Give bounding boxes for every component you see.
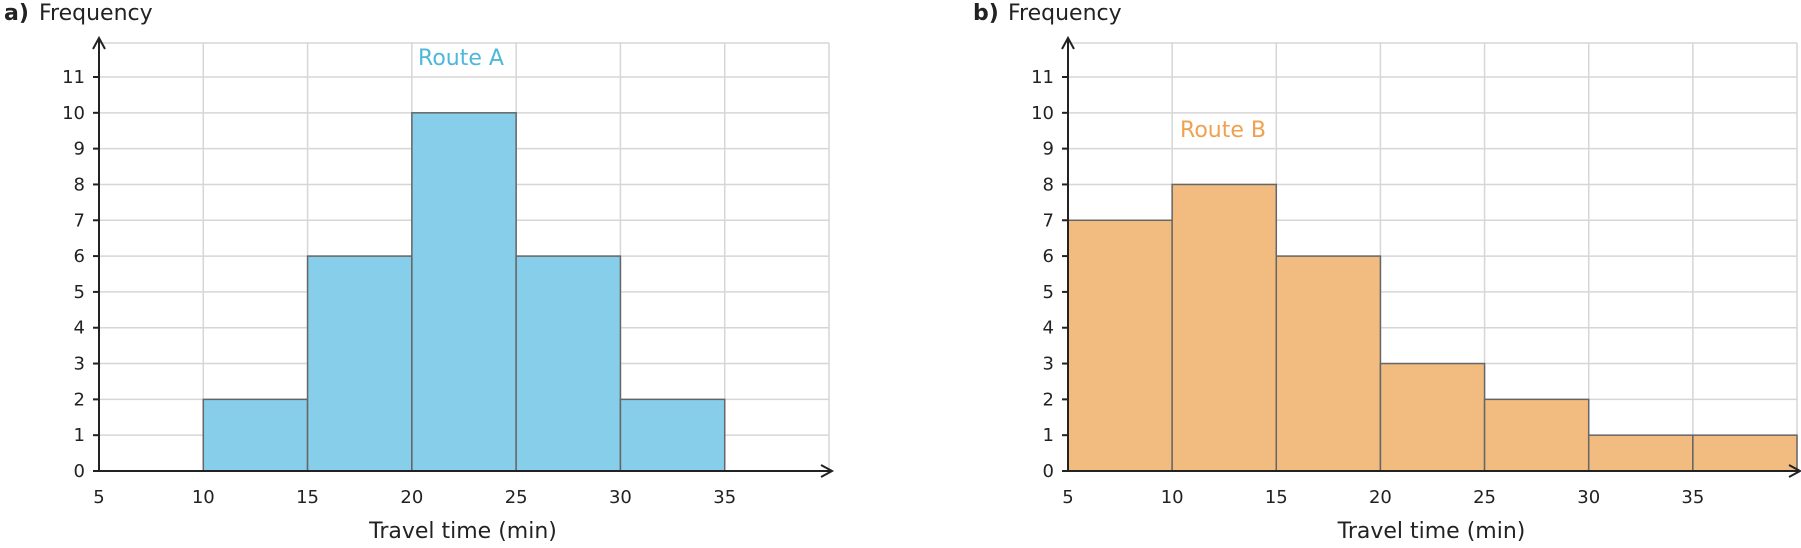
histogram-bar <box>306 255 413 472</box>
histogram-bar <box>1275 255 1382 472</box>
y-tick-label: 7 <box>1043 210 1054 231</box>
x-tick-label: 25 <box>1473 487 1496 508</box>
y-tick-label: 2 <box>74 389 85 410</box>
histogram-bar <box>1171 183 1278 472</box>
y-tick-label: 8 <box>74 174 85 195</box>
y-tick-label: 1 <box>74 425 85 446</box>
panel-label: a) <box>4 1 29 26</box>
y-tick-label: 6 <box>74 246 85 267</box>
y-tick-label: 11 <box>62 67 85 88</box>
y-tick-label: 8 <box>1043 174 1054 195</box>
x-tick-label: 15 <box>296 487 319 508</box>
x-tick-label: 5 <box>93 487 104 508</box>
x-axis-title: Travel time (min) <box>368 519 557 544</box>
y-tick-label: 7 <box>74 210 85 231</box>
y-tick-label: 5 <box>1043 282 1054 303</box>
panel-label: b) <box>973 1 999 26</box>
x-tick-label: 10 <box>1161 487 1184 508</box>
x-tick-label: 20 <box>400 487 423 508</box>
y-tick-label: 0 <box>74 461 85 482</box>
y-tick-label: 1 <box>1043 425 1054 446</box>
x-axis-arrow <box>1788 464 1801 478</box>
chart-panel-a: 0 1 2 3 4 5 6 7 8 9 10 11 5 10 15 20 25 30 35 a) Frequency Tr… <box>4 1 835 544</box>
x-tick-label: 15 <box>1265 487 1288 508</box>
x-tick-label: 20 <box>1369 487 1392 508</box>
x-tick-label: 25 <box>505 487 528 508</box>
y-axis-arrow <box>92 35 106 50</box>
x-tick-label: 35 <box>1681 487 1704 508</box>
y-tick-label: 10 <box>62 103 85 124</box>
y-tick-label: 9 <box>1043 139 1054 160</box>
y-tick-label: 4 <box>1043 318 1054 339</box>
y-tick-label: 4 <box>74 318 85 339</box>
histogram-bar <box>1067 219 1173 472</box>
series-label: Route A <box>418 46 504 71</box>
series-label: Route B <box>1180 118 1266 143</box>
y-tick-label: 2 <box>1043 389 1054 410</box>
histogram-bar <box>411 112 517 472</box>
histogram-bar <box>1587 434 1694 472</box>
y-axis-arrow <box>1061 35 1075 50</box>
histogram-bar <box>1483 398 1590 472</box>
y-tick-label: 6 <box>1043 246 1054 267</box>
y-axis-title: Frequency <box>39 1 153 26</box>
histogram-bar <box>515 255 622 472</box>
y-tick-label: 5 <box>74 282 85 303</box>
x-axis-arrow <box>820 464 835 478</box>
y-tick-label: 9 <box>74 139 85 160</box>
histogram-bar <box>619 398 726 472</box>
x-tick-label: 5 <box>1062 487 1073 508</box>
y-axis-title: Frequency <box>1008 1 1122 26</box>
y-tick-label: 3 <box>74 354 85 375</box>
x-tick-label: 30 <box>609 487 632 508</box>
x-tick-label: 30 <box>1577 487 1600 508</box>
histogram-bar <box>1379 362 1486 472</box>
histogram-bar <box>1692 434 1798 472</box>
chart-panel-b: 0 1 2 3 4 5 6 7 8 9 10 11 5 10 15 20 25 30 35 b) Frequency Tr… <box>973 1 1801 544</box>
y-tick-label: 11 <box>1031 67 1054 88</box>
histogram-bar <box>202 398 309 472</box>
x-tick-label: 10 <box>192 487 215 508</box>
y-tick-label: 0 <box>1043 461 1054 482</box>
y-tick-label: 10 <box>1031 103 1054 124</box>
y-tick-label: 3 <box>1043 354 1054 375</box>
x-axis-title: Travel time (min) <box>1337 519 1526 544</box>
x-tick-label: 35 <box>713 487 736 508</box>
